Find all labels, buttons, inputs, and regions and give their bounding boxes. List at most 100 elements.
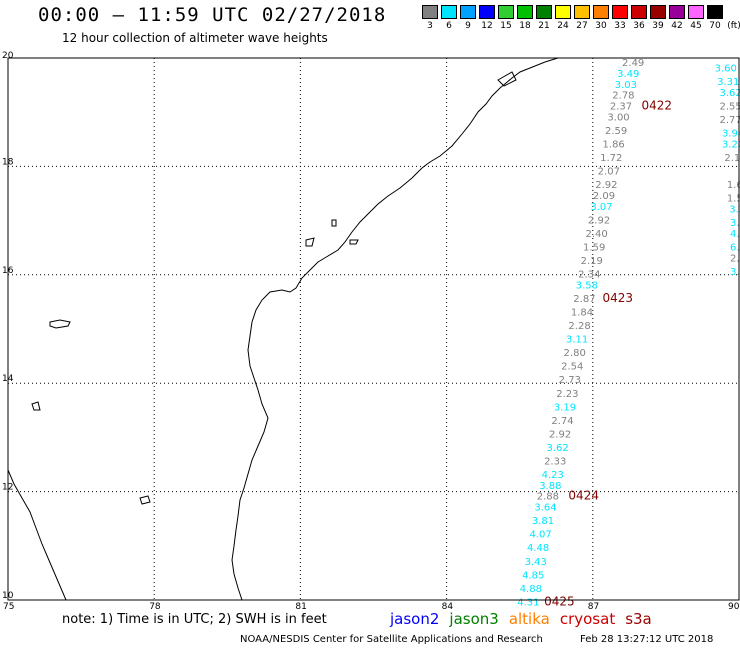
satellite-name: jason3 bbox=[449, 610, 499, 628]
swh-value: 2.19 bbox=[581, 256, 603, 267]
swh-value: 6.43 bbox=[730, 242, 740, 253]
swh-value: 2.54 bbox=[561, 362, 583, 373]
swh-value: 3.20 bbox=[722, 139, 740, 150]
legend-label: 6 bbox=[446, 21, 452, 31]
satellite-name: cryosat bbox=[559, 610, 616, 628]
swh-value: 4.48 bbox=[527, 543, 549, 554]
swh-value: 2.89 bbox=[730, 253, 740, 264]
legend-swatch bbox=[574, 5, 590, 19]
swh-value: 4.23 bbox=[542, 470, 564, 481]
lon-label: 84 bbox=[442, 602, 454, 612]
swh-value: 3.03 bbox=[615, 80, 637, 91]
map-subtitle: 12 hour collection of altimeter wave hei… bbox=[62, 31, 328, 45]
swh-value: 2.87 bbox=[573, 294, 595, 305]
swh-value: 3.62 bbox=[720, 88, 740, 99]
lon-label: 87 bbox=[588, 602, 599, 612]
island-3 bbox=[349, 239, 359, 245]
legend-swatch bbox=[650, 5, 666, 19]
island-7 bbox=[497, 71, 517, 87]
swh-value: 2.59 bbox=[605, 126, 627, 137]
swh-value: 2.34 bbox=[578, 270, 600, 281]
swh-value: 2.77 bbox=[720, 115, 740, 126]
swh-value: 3.07 bbox=[590, 202, 612, 213]
map-frame bbox=[7, 57, 740, 601]
swh-value: 2.28 bbox=[568, 321, 590, 332]
time-label: 0423 bbox=[603, 291, 634, 305]
lon-label: 90 bbox=[728, 602, 740, 612]
swh-value: 1.72 bbox=[600, 153, 622, 164]
swh-value: 2.40 bbox=[585, 229, 607, 240]
swh-value: 1.86 bbox=[603, 139, 625, 150]
swh-value: 2.09 bbox=[593, 191, 615, 202]
swh-value: 3.19 bbox=[554, 402, 576, 413]
satellite-legend: jason2 jason3 altika cryosat s3a bbox=[390, 610, 662, 628]
legend-label: 21 bbox=[538, 21, 550, 31]
swh-value: 2.78 bbox=[612, 91, 634, 102]
swh-value: 3.94 bbox=[722, 129, 740, 140]
swh-value: 4.07 bbox=[730, 229, 740, 240]
island-1 bbox=[49, 319, 71, 329]
legend-swatch bbox=[631, 5, 647, 19]
legend-label: 18 bbox=[519, 21, 531, 31]
time-label: 0425 bbox=[544, 594, 575, 608]
legend-swatch bbox=[536, 5, 552, 19]
swh-value: 1.59 bbox=[583, 242, 605, 253]
swh-value: 2.11 bbox=[724, 153, 740, 164]
island-6 bbox=[31, 401, 41, 411]
legend-swatch bbox=[517, 5, 533, 19]
legend-label: 12 bbox=[481, 21, 493, 31]
time-label: 0424 bbox=[568, 489, 599, 503]
swh-value: 3.11 bbox=[566, 335, 588, 346]
swh-value: 2.80 bbox=[564, 348, 586, 359]
swh-value: 3.43 bbox=[525, 557, 547, 568]
swh-value: 3.00 bbox=[607, 112, 629, 123]
legend-label: 33 bbox=[614, 21, 626, 31]
swh-value: 2.55 bbox=[720, 101, 740, 112]
legend-swatch bbox=[422, 5, 438, 19]
legend-swatch bbox=[555, 5, 571, 19]
lat-label: 20 bbox=[2, 51, 14, 61]
swh-value: 2.73 bbox=[559, 375, 581, 386]
swh-value: 3.31 bbox=[717, 77, 739, 88]
legend-swatch bbox=[688, 5, 704, 19]
satellite-name: jason2 bbox=[390, 610, 440, 628]
map-title: 00:00 – 11:59 UTC 02/27/2018 bbox=[38, 4, 387, 26]
swh-value: 3.39 bbox=[729, 204, 740, 215]
lon-label: 78 bbox=[149, 602, 161, 612]
lon-label: 75 bbox=[3, 602, 14, 612]
lon-label: 81 bbox=[295, 602, 306, 612]
track-labels: 2.493.493.032.782.373.00 2.59 1.86 1.72 2.07… bbox=[517, 58, 740, 608]
island-2 bbox=[305, 237, 315, 247]
legend-swatch bbox=[460, 5, 476, 19]
coastline bbox=[7, 57, 559, 601]
swh-value: 3.81 bbox=[532, 516, 554, 527]
swh-value: 3.88 bbox=[539, 481, 561, 492]
island-5 bbox=[331, 219, 337, 227]
legend-swatch bbox=[669, 5, 685, 19]
legend-label: 3 bbox=[427, 21, 433, 31]
swh-value: 4.85 bbox=[522, 570, 544, 581]
timestamp-text: Feb 28 13:27:12 UTC 2018 bbox=[580, 634, 714, 645]
lat-lon-grid: 201816141210757881848790 bbox=[2, 51, 740, 612]
coastline-west bbox=[7, 469, 67, 601]
swh-value: 1.53 bbox=[727, 194, 740, 205]
swh-value: 1.64 bbox=[727, 180, 740, 191]
legend-swatch bbox=[441, 5, 457, 19]
legend-label: 39 bbox=[652, 21, 664, 31]
legend-unit: (ft) bbox=[727, 21, 740, 31]
swh-value: 4.88 bbox=[520, 584, 542, 595]
swh-value: 2.92 bbox=[588, 215, 610, 226]
footer-note: note: 1) Time is in UTC; 2) SWH is in fe… bbox=[62, 612, 327, 627]
swh-value: 2.74 bbox=[551, 416, 573, 427]
swh-value: 2.92 bbox=[549, 429, 571, 440]
legend-label: 70 bbox=[709, 21, 721, 31]
swh-value: 2.23 bbox=[556, 389, 578, 400]
swh-value: 3.60 bbox=[715, 64, 737, 75]
satellite-name: s3a bbox=[625, 610, 652, 628]
swh-value: 2.92 bbox=[595, 180, 617, 191]
swh-value: 2.33 bbox=[544, 457, 566, 468]
swh-value: 3.58 bbox=[576, 280, 598, 291]
swh-value: 2.37 bbox=[610, 101, 632, 112]
color-legend: 3 6 9 12 15 18 21 24 27 30 33 36 39 42 45 70 (ft) bbox=[422, 5, 740, 39]
